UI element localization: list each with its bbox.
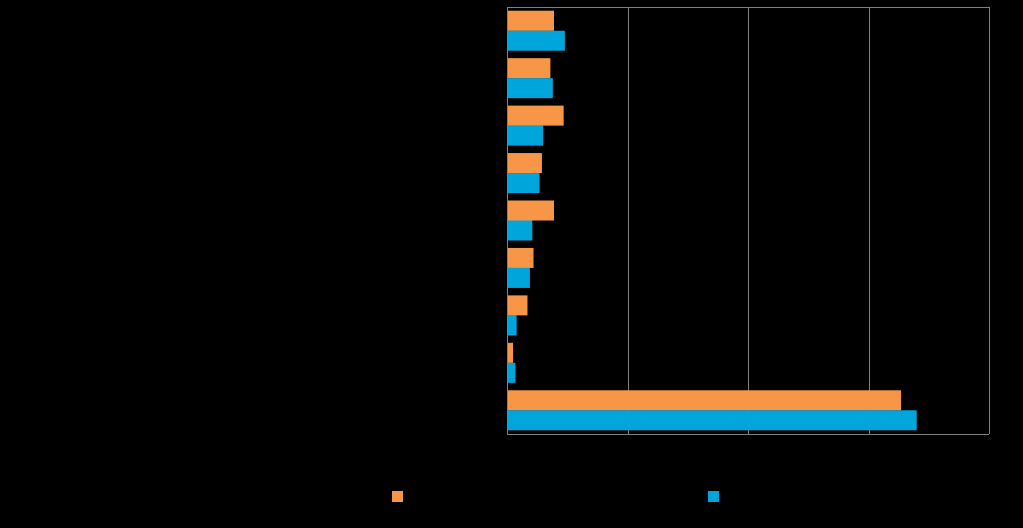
bar-series1-cat1 xyxy=(507,10,554,31)
grid-lines xyxy=(628,7,990,434)
bar-series1-cat6 xyxy=(507,247,534,268)
legend-swatch-series2 xyxy=(708,491,719,502)
legend-swatch-series1 xyxy=(392,491,403,502)
bar-series2-cat9 xyxy=(507,410,917,431)
bar-series2-cat2 xyxy=(507,78,553,99)
bar-series1-cat7 xyxy=(507,295,528,316)
bar-series1-cat8 xyxy=(507,342,514,363)
bar-series1-cat4 xyxy=(507,153,542,174)
bar-series1-cat2 xyxy=(507,58,551,79)
bar-series1-cat9 xyxy=(507,390,902,411)
bar-series1-cat3 xyxy=(507,105,564,126)
axes xyxy=(507,7,990,435)
bar-series2-cat4 xyxy=(507,173,540,194)
bars xyxy=(507,10,917,431)
bar-series2-cat7 xyxy=(507,315,517,336)
bar-series2-cat1 xyxy=(507,30,565,51)
bar-series1-cat5 xyxy=(507,200,554,221)
bar-series2-cat6 xyxy=(507,267,530,288)
bar-series2-cat3 xyxy=(507,125,544,146)
bar-series2-cat5 xyxy=(507,220,533,241)
bar-series2-cat8 xyxy=(507,362,516,383)
legend xyxy=(392,491,719,502)
